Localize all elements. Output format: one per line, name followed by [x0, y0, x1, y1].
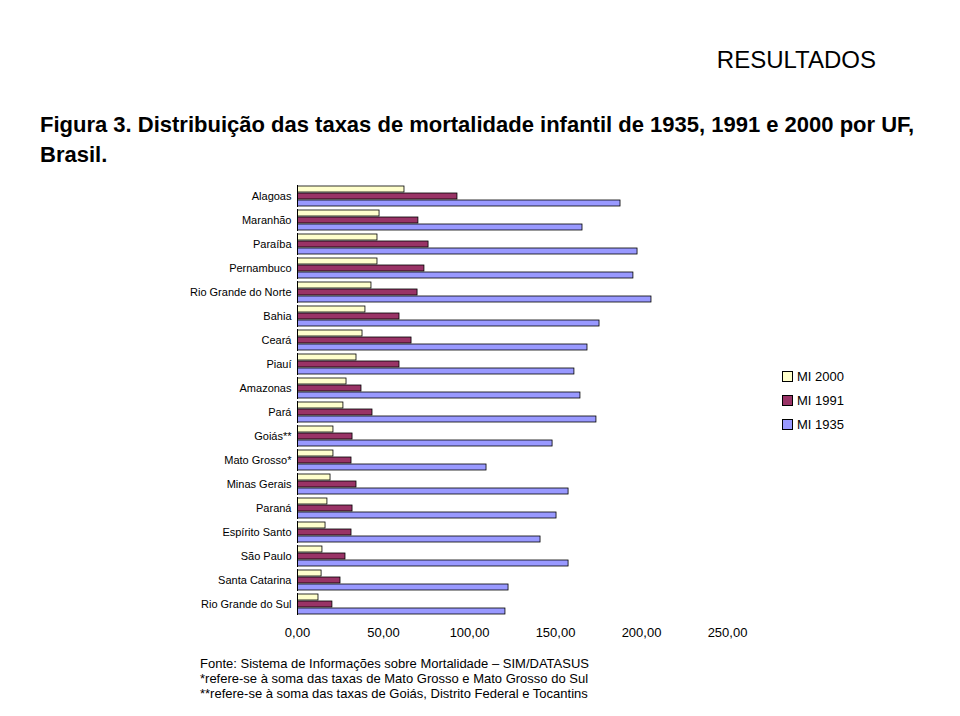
html-text:*refere-se à soma das taxas de: *refere-se à soma das taxas de Mato Gros…: [200, 671, 588, 686]
svg-text:Rio Grande do Norte: Rio Grande do Norte: [190, 286, 292, 298]
html-text:MI 2000: MI 2000: [797, 368, 844, 384]
svg-text:Minas Gerais: Minas Gerais: [227, 478, 292, 490]
svg-text:Mato Grosso*: Mato Grosso*: [224, 454, 292, 466]
svg-text:Rio Grande do Sul: Rio Grande do Sul: [201, 598, 292, 610]
svg-text:Espírito Santo: Espírito Santo: [222, 526, 291, 538]
svg-text:50,00: 50,00: [367, 625, 400, 640]
svg-text:0,00: 0,00: [285, 625, 310, 640]
svg-text:Paraná: Paraná: [256, 502, 292, 514]
html-text:MI 1991: MI 1991: [797, 392, 844, 408]
html-text:Figura 3. Distribuição das tax: Figura 3. Distribuição das taxas de mort…: [40, 112, 915, 167]
svg-text:Bahia: Bahia: [263, 310, 292, 322]
svg-text:Santa Catarina: Santa Catarina: [218, 574, 292, 586]
svg-text:250,00: 250,00: [708, 625, 748, 640]
svg-text:São Paulo: São Paulo: [241, 550, 292, 562]
svg-text:Maranhão: Maranhão: [242, 214, 292, 226]
svg-text:Amazonas: Amazonas: [240, 382, 292, 394]
svg-text:Paraíba: Paraíba: [253, 238, 292, 250]
svg-text:Piauí: Piauí: [266, 358, 291, 370]
svg-text:Alagoas: Alagoas: [252, 190, 292, 202]
svg-text:Ceará: Ceará: [262, 334, 293, 346]
svg-text:Pernambuco: Pernambuco: [229, 262, 291, 274]
html-text:MI 1935: MI 1935: [797, 416, 844, 432]
html-text:Fonte: Sistema de Informações: Fonte: Sistema de Informações sobre Mort…: [200, 656, 589, 671]
svg-text:Pará: Pará: [268, 406, 292, 418]
svg-text:100,00: 100,00: [450, 625, 490, 640]
svg-text:200,00: 200,00: [622, 625, 662, 640]
html-text:**refere-se à soma das taxas d: **refere-se à soma das taxas de Goiás, D…: [200, 686, 588, 701]
html-text:RESULTADOS: RESULTADOS: [716, 46, 876, 73]
svg-text:Goiás**: Goiás**: [254, 430, 292, 442]
svg-text:150,00: 150,00: [536, 625, 576, 640]
